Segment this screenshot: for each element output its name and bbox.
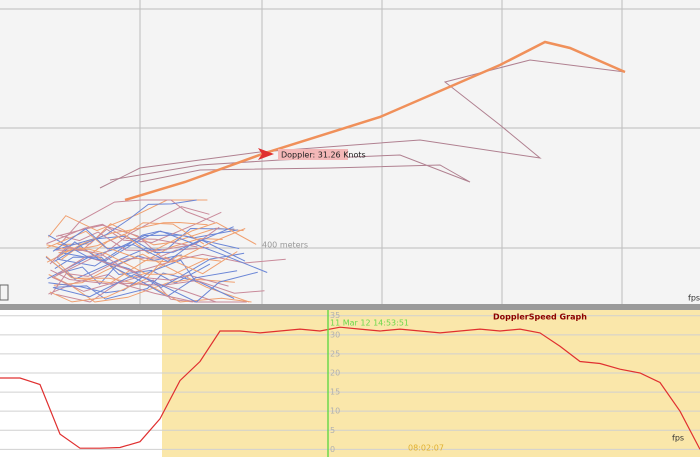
y-tick-label: 15	[330, 388, 340, 397]
y-tick-label: 0	[330, 445, 335, 454]
track-lines	[45, 40, 626, 303]
graph-unit-label: fps	[672, 434, 684, 443]
cursor-time: 11 Mar 12 14:53:51	[330, 319, 409, 328]
y-tick-label: 20	[330, 369, 340, 378]
y-tick-label: 35	[330, 311, 340, 320]
track-line	[58, 223, 244, 246]
track-line	[56, 222, 205, 254]
track-line	[58, 226, 220, 252]
track-line	[46, 221, 208, 263]
map-unit-label: fps	[688, 294, 700, 303]
track-line	[50, 269, 229, 287]
track-line	[46, 228, 246, 263]
track-line	[54, 199, 197, 262]
track-line	[63, 230, 268, 273]
track-line	[49, 246, 217, 303]
track-line	[48, 259, 197, 294]
track-line	[52, 226, 234, 262]
annotation-box	[278, 149, 348, 160]
track-line	[53, 253, 250, 303]
track-line	[46, 244, 208, 275]
track-line	[60, 199, 215, 244]
start-time: 08:02:07	[408, 444, 444, 453]
map-background	[0, 0, 700, 306]
speed-line	[0, 326, 700, 450]
graph: 0 5 10 15 20 25 30 35	[0, 311, 700, 454]
y-tick-label: 10	[330, 407, 340, 416]
position-marker	[258, 148, 274, 160]
track-line	[46, 223, 198, 248]
y-tick-label: 25	[330, 349, 340, 358]
y-tick-label: 5	[330, 426, 335, 435]
track-line	[45, 227, 235, 280]
doppler-annotation: Doppler: 31.26 Knots	[281, 151, 366, 160]
graph-title: DopplerSpeed Graph	[493, 313, 587, 322]
track-line	[51, 276, 247, 303]
scale-label: 400 meters	[262, 241, 308, 250]
splitter[interactable]	[0, 304, 700, 310]
track-line	[54, 272, 235, 300]
track-line	[45, 237, 223, 284]
y-tick-label: 30	[330, 330, 340, 339]
track-line	[52, 271, 258, 303]
track-line	[48, 199, 208, 238]
track-line	[58, 222, 257, 254]
map-control[interactable]	[0, 284, 9, 301]
track-line	[48, 273, 193, 303]
